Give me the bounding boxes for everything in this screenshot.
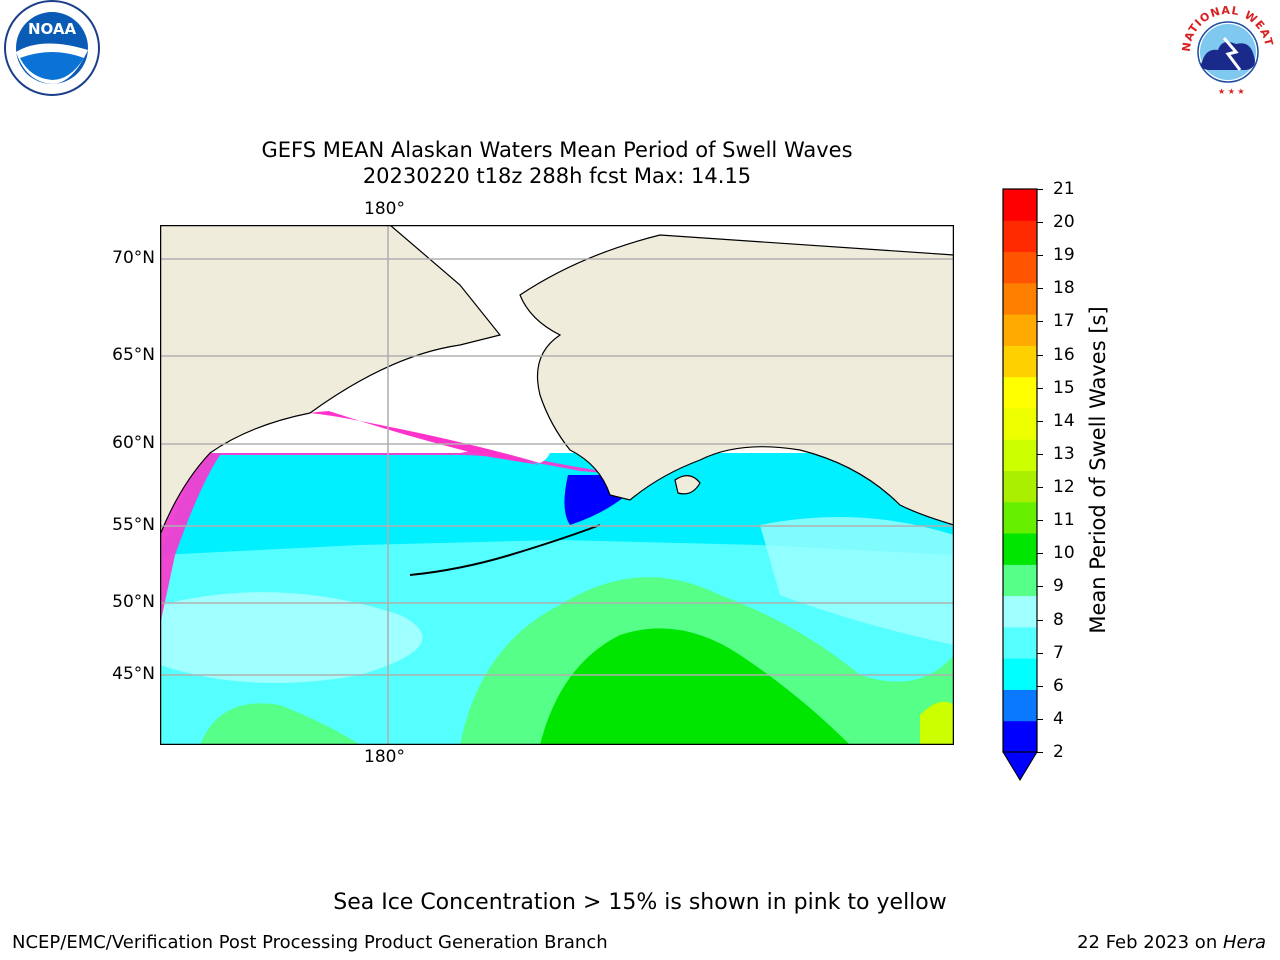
- lon-label-top: 180°: [364, 199, 405, 219]
- colorbar-tick-label: 7: [1053, 642, 1064, 663]
- colorbar-tick-label: 13: [1053, 443, 1075, 464]
- colorbar: [1002, 188, 1038, 781]
- colorbar-tick-mark: [1037, 718, 1043, 720]
- map-gridlines: [160, 225, 954, 745]
- colorbar-cell: [1003, 533, 1037, 565]
- colorbar-tick-label: 20: [1053, 212, 1075, 233]
- colorbar-tick-label: 2: [1053, 742, 1064, 762]
- colorbar-cell: [1003, 501, 1037, 534]
- colorbar-cell: [1003, 345, 1037, 378]
- map-title: GEFS MEAN Alaskan Waters Mean Period of …: [261, 138, 853, 162]
- colorbar-cells: [1003, 189, 1037, 753]
- colorbar-tick-label: 9: [1053, 576, 1064, 597]
- sea-ice-edge: [160, 447, 630, 625]
- colorbar-cell: [1003, 407, 1037, 440]
- footer-left: NCEP/EMC/Verification Post Processing Pr…: [12, 932, 608, 953]
- colorbar-tick-mark: [1037, 321, 1043, 323]
- colorbar-tick-mark: [1037, 586, 1043, 588]
- colorbar-tick-label: 16: [1053, 344, 1075, 365]
- colorbar-label: Mean Period of Swell Waves [s]: [1086, 306, 1110, 634]
- colorbar-tick-mark: [1037, 354, 1043, 356]
- colorbar-extend-triangle: [1002, 751, 1038, 781]
- colorbar-tick-label: 4: [1053, 708, 1064, 729]
- colorbar-cell: [1003, 189, 1037, 221]
- map-subtitle: 20230220 t18z 288h fcst Max: 14.15: [362, 164, 752, 188]
- colorbar-tick-label: 15: [1053, 377, 1075, 398]
- sea-ice-note: Sea Ice Concentration > 15% is shown in …: [333, 890, 947, 915]
- colorbar-frame: [1002, 188, 1038, 753]
- colorbar-tick-mark: [1037, 652, 1043, 654]
- svg-text:★ ★ ★: ★ ★ ★: [1218, 87, 1245, 96]
- colorbar-cell: [1003, 282, 1037, 315]
- lat-label-55: 55°N: [112, 515, 155, 535]
- colorbar-tick-mark: [1037, 288, 1043, 290]
- colorbar-tick-mark: [1037, 387, 1043, 389]
- colorbar-cell: [1003, 314, 1037, 346]
- colorbar-cell: [1003, 251, 1037, 284]
- swell-period-map: [160, 225, 954, 745]
- colorbar-cell: [1003, 658, 1037, 690]
- land-siberia: [160, 225, 502, 536]
- lon-label-bottom: 180°: [364, 747, 405, 767]
- colorbar-tick-mark: [1037, 420, 1043, 422]
- colorbar-cell: [1003, 439, 1037, 471]
- colorbar-tick-mark: [1037, 222, 1043, 224]
- colorbar-tick-label: 21: [1053, 179, 1075, 199]
- colorbar-cell: [1003, 376, 1037, 409]
- colorbar-tick-mark: [1037, 189, 1043, 190]
- colorbar-tick-mark: [1037, 619, 1043, 621]
- footer-host: Hera: [1222, 932, 1266, 953]
- colorbar-tick-label: 17: [1053, 311, 1075, 332]
- colorbar-cell: [1003, 720, 1037, 753]
- lat-label-65: 65°N: [112, 345, 155, 365]
- nws-logo: NATIONAL WEATHER SERVICE ★ ★ ★: [1173, 0, 1278, 100]
- colorbar-tick-label: 10: [1053, 543, 1075, 564]
- footer-date: 22 Feb 2023 on: [1077, 932, 1223, 953]
- colorbar-cell: [1003, 595, 1037, 628]
- lat-label-60: 60°N: [112, 433, 155, 453]
- lat-label-45: 45°N: [112, 664, 155, 684]
- colorbar-cell: [1003, 564, 1037, 597]
- colorbar-tick-label: 19: [1053, 245, 1075, 266]
- aleutian-islands: [409, 524, 601, 576]
- colorbar-tick-mark: [1037, 685, 1043, 687]
- colorbar-tick-mark: [1037, 453, 1043, 455]
- footer-right: 22 Feb 2023 on Hera: [1077, 932, 1266, 953]
- colorbar-cell: [1003, 470, 1037, 503]
- colorbar-cell: [1003, 220, 1037, 253]
- noaa-logo: NOAA: [2, 0, 102, 100]
- colorbar-cell: [1003, 689, 1037, 722]
- colorbar-tick-mark: [1037, 487, 1043, 489]
- lat-label-70: 70°N: [112, 248, 155, 268]
- colorbar-tick-mark: [1037, 752, 1043, 753]
- colorbar-tick-label: 8: [1053, 609, 1064, 630]
- colorbar-cell: [1003, 626, 1037, 659]
- colorbar-tick-mark: [1037, 255, 1043, 257]
- colorbar-tick-label: 14: [1053, 410, 1075, 431]
- colorbar-tick-label: 12: [1053, 477, 1075, 498]
- colorbar-tick-mark: [1037, 553, 1043, 555]
- map-frame: [160, 225, 954, 745]
- colorbar-tick-label: 18: [1053, 278, 1075, 299]
- colorbar-tick-label: 11: [1053, 510, 1075, 531]
- noaa-logo-text: NOAA: [28, 20, 77, 38]
- colorbar-tick-mark: [1037, 520, 1043, 522]
- colorbar-tick-label: 6: [1053, 675, 1064, 696]
- lat-label-50: 50°N: [112, 592, 155, 612]
